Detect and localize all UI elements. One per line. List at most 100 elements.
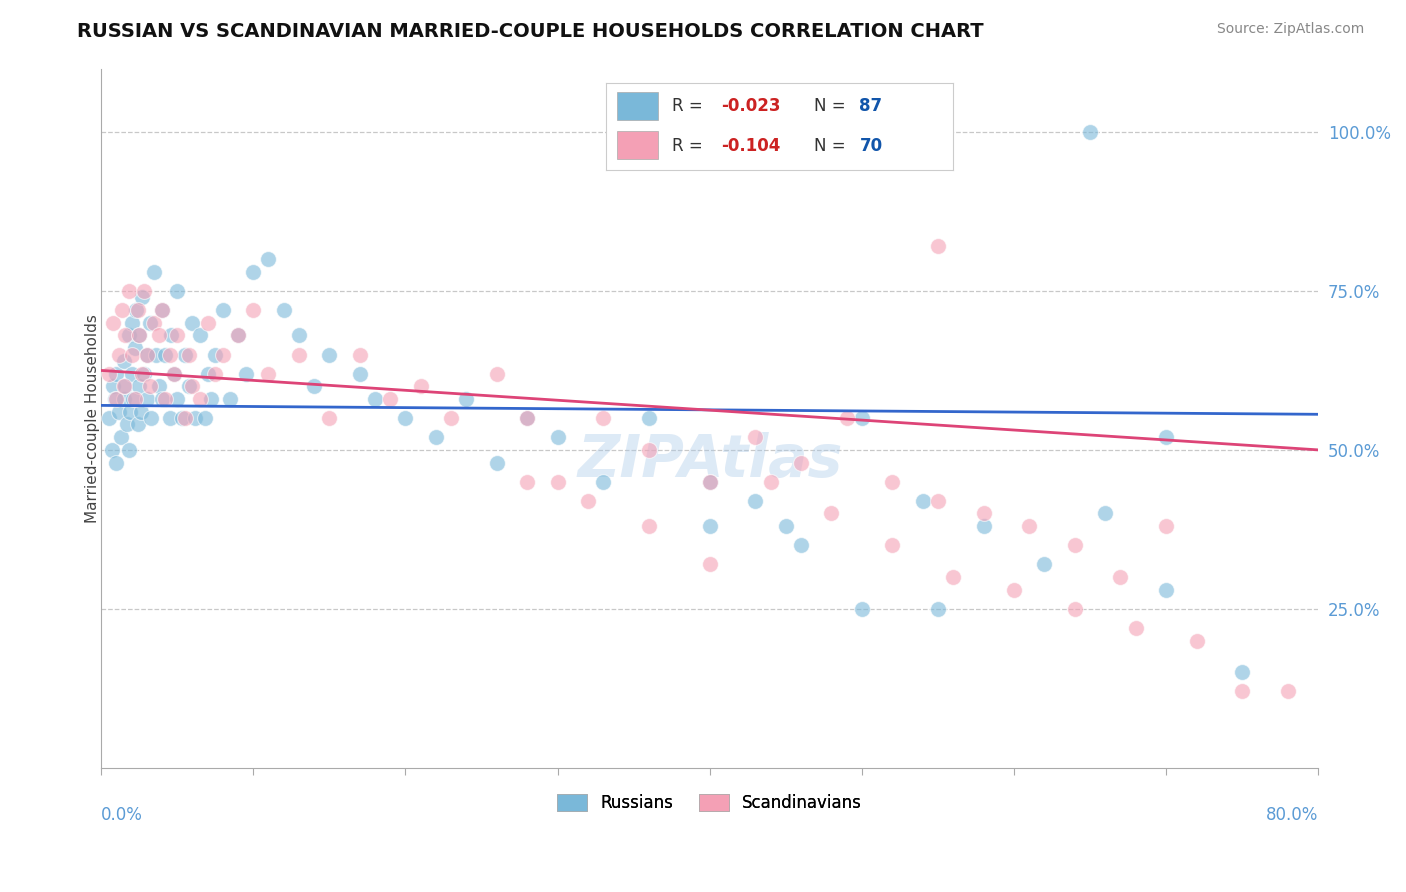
Point [104, 392, 127, 406]
Point [121, 316, 143, 330]
Point [153, 392, 176, 406]
Point [456, 392, 478, 406]
Point [121, 367, 143, 381]
Point [143, 265, 166, 279]
Point [820, 507, 842, 521]
Point [129, 405, 152, 419]
Point [114, 328, 136, 343]
Point [122, 392, 145, 406]
Point [1094, 507, 1116, 521]
Point [131, 367, 153, 381]
Point [159, 347, 181, 361]
Point [1154, 430, 1177, 444]
Point [170, 411, 193, 425]
Point [127, 417, 149, 432]
Point [188, 392, 211, 406]
Point [150, 303, 173, 318]
Text: RUSSIAN VS SCANDINAVIAN MARRIED-COUPLE HOUSEHOLDS CORRELATION CHART: RUSSIAN VS SCANDINAVIAN MARRIED-COUPLE H… [77, 22, 984, 41]
Point [1109, 570, 1132, 584]
Point [288, 347, 311, 361]
Point [257, 367, 280, 381]
Point [744, 430, 766, 444]
Point [159, 411, 181, 425]
Point [184, 411, 207, 425]
Point [211, 303, 233, 318]
Point [111, 303, 134, 318]
Point [128, 328, 150, 343]
Point [699, 558, 721, 572]
Point [318, 347, 340, 361]
Point [699, 475, 721, 489]
Point [851, 602, 873, 616]
Point [211, 347, 233, 361]
Point [637, 411, 659, 425]
Point [516, 411, 538, 425]
Point [148, 328, 170, 343]
Point [927, 239, 949, 253]
Point [148, 379, 170, 393]
Point [349, 347, 371, 361]
Point [242, 265, 264, 279]
Point [179, 347, 201, 361]
Point [1154, 582, 1177, 597]
Point [882, 475, 904, 489]
Point [1033, 558, 1056, 572]
Point [105, 456, 128, 470]
Point [547, 430, 569, 444]
Point [637, 519, 659, 533]
Point [112, 354, 135, 368]
Point [115, 417, 138, 432]
Point [699, 475, 721, 489]
Point [124, 392, 146, 406]
Point [108, 347, 131, 361]
Point [882, 538, 904, 552]
Point [318, 411, 340, 425]
Point [364, 392, 387, 406]
Point [108, 405, 131, 419]
Point [759, 475, 782, 489]
Point [592, 411, 614, 425]
Point [105, 392, 128, 406]
Point [349, 367, 371, 381]
Point [485, 456, 508, 470]
Point [179, 379, 201, 393]
Point [150, 392, 173, 406]
Point [1078, 125, 1101, 139]
Point [1063, 538, 1085, 552]
Point [973, 507, 995, 521]
Point [547, 475, 569, 489]
Point [226, 328, 249, 343]
Point [942, 570, 965, 584]
Point [380, 392, 402, 406]
Point [775, 519, 797, 533]
Text: ZIPAtlas: ZIPAtlas [576, 432, 842, 489]
Point [128, 379, 150, 393]
Point [302, 379, 325, 393]
Point [117, 442, 139, 457]
Point [181, 379, 204, 393]
Point [135, 392, 157, 406]
Point [204, 347, 226, 361]
Point [112, 392, 135, 406]
Point [163, 367, 186, 381]
Point [851, 411, 873, 425]
Point [173, 347, 195, 361]
Point [188, 328, 211, 343]
Point [409, 379, 432, 393]
Point [132, 284, 155, 298]
Point [127, 303, 149, 318]
Point [197, 316, 219, 330]
Point [128, 328, 150, 343]
Point [485, 367, 508, 381]
Point [790, 538, 813, 552]
Point [592, 475, 614, 489]
Point [219, 392, 242, 406]
Point [163, 367, 186, 381]
Point [110, 430, 132, 444]
Point [139, 316, 162, 330]
Point [112, 379, 135, 393]
Point [1232, 684, 1254, 698]
Point [117, 284, 139, 298]
Point [699, 519, 721, 533]
Point [790, 456, 813, 470]
